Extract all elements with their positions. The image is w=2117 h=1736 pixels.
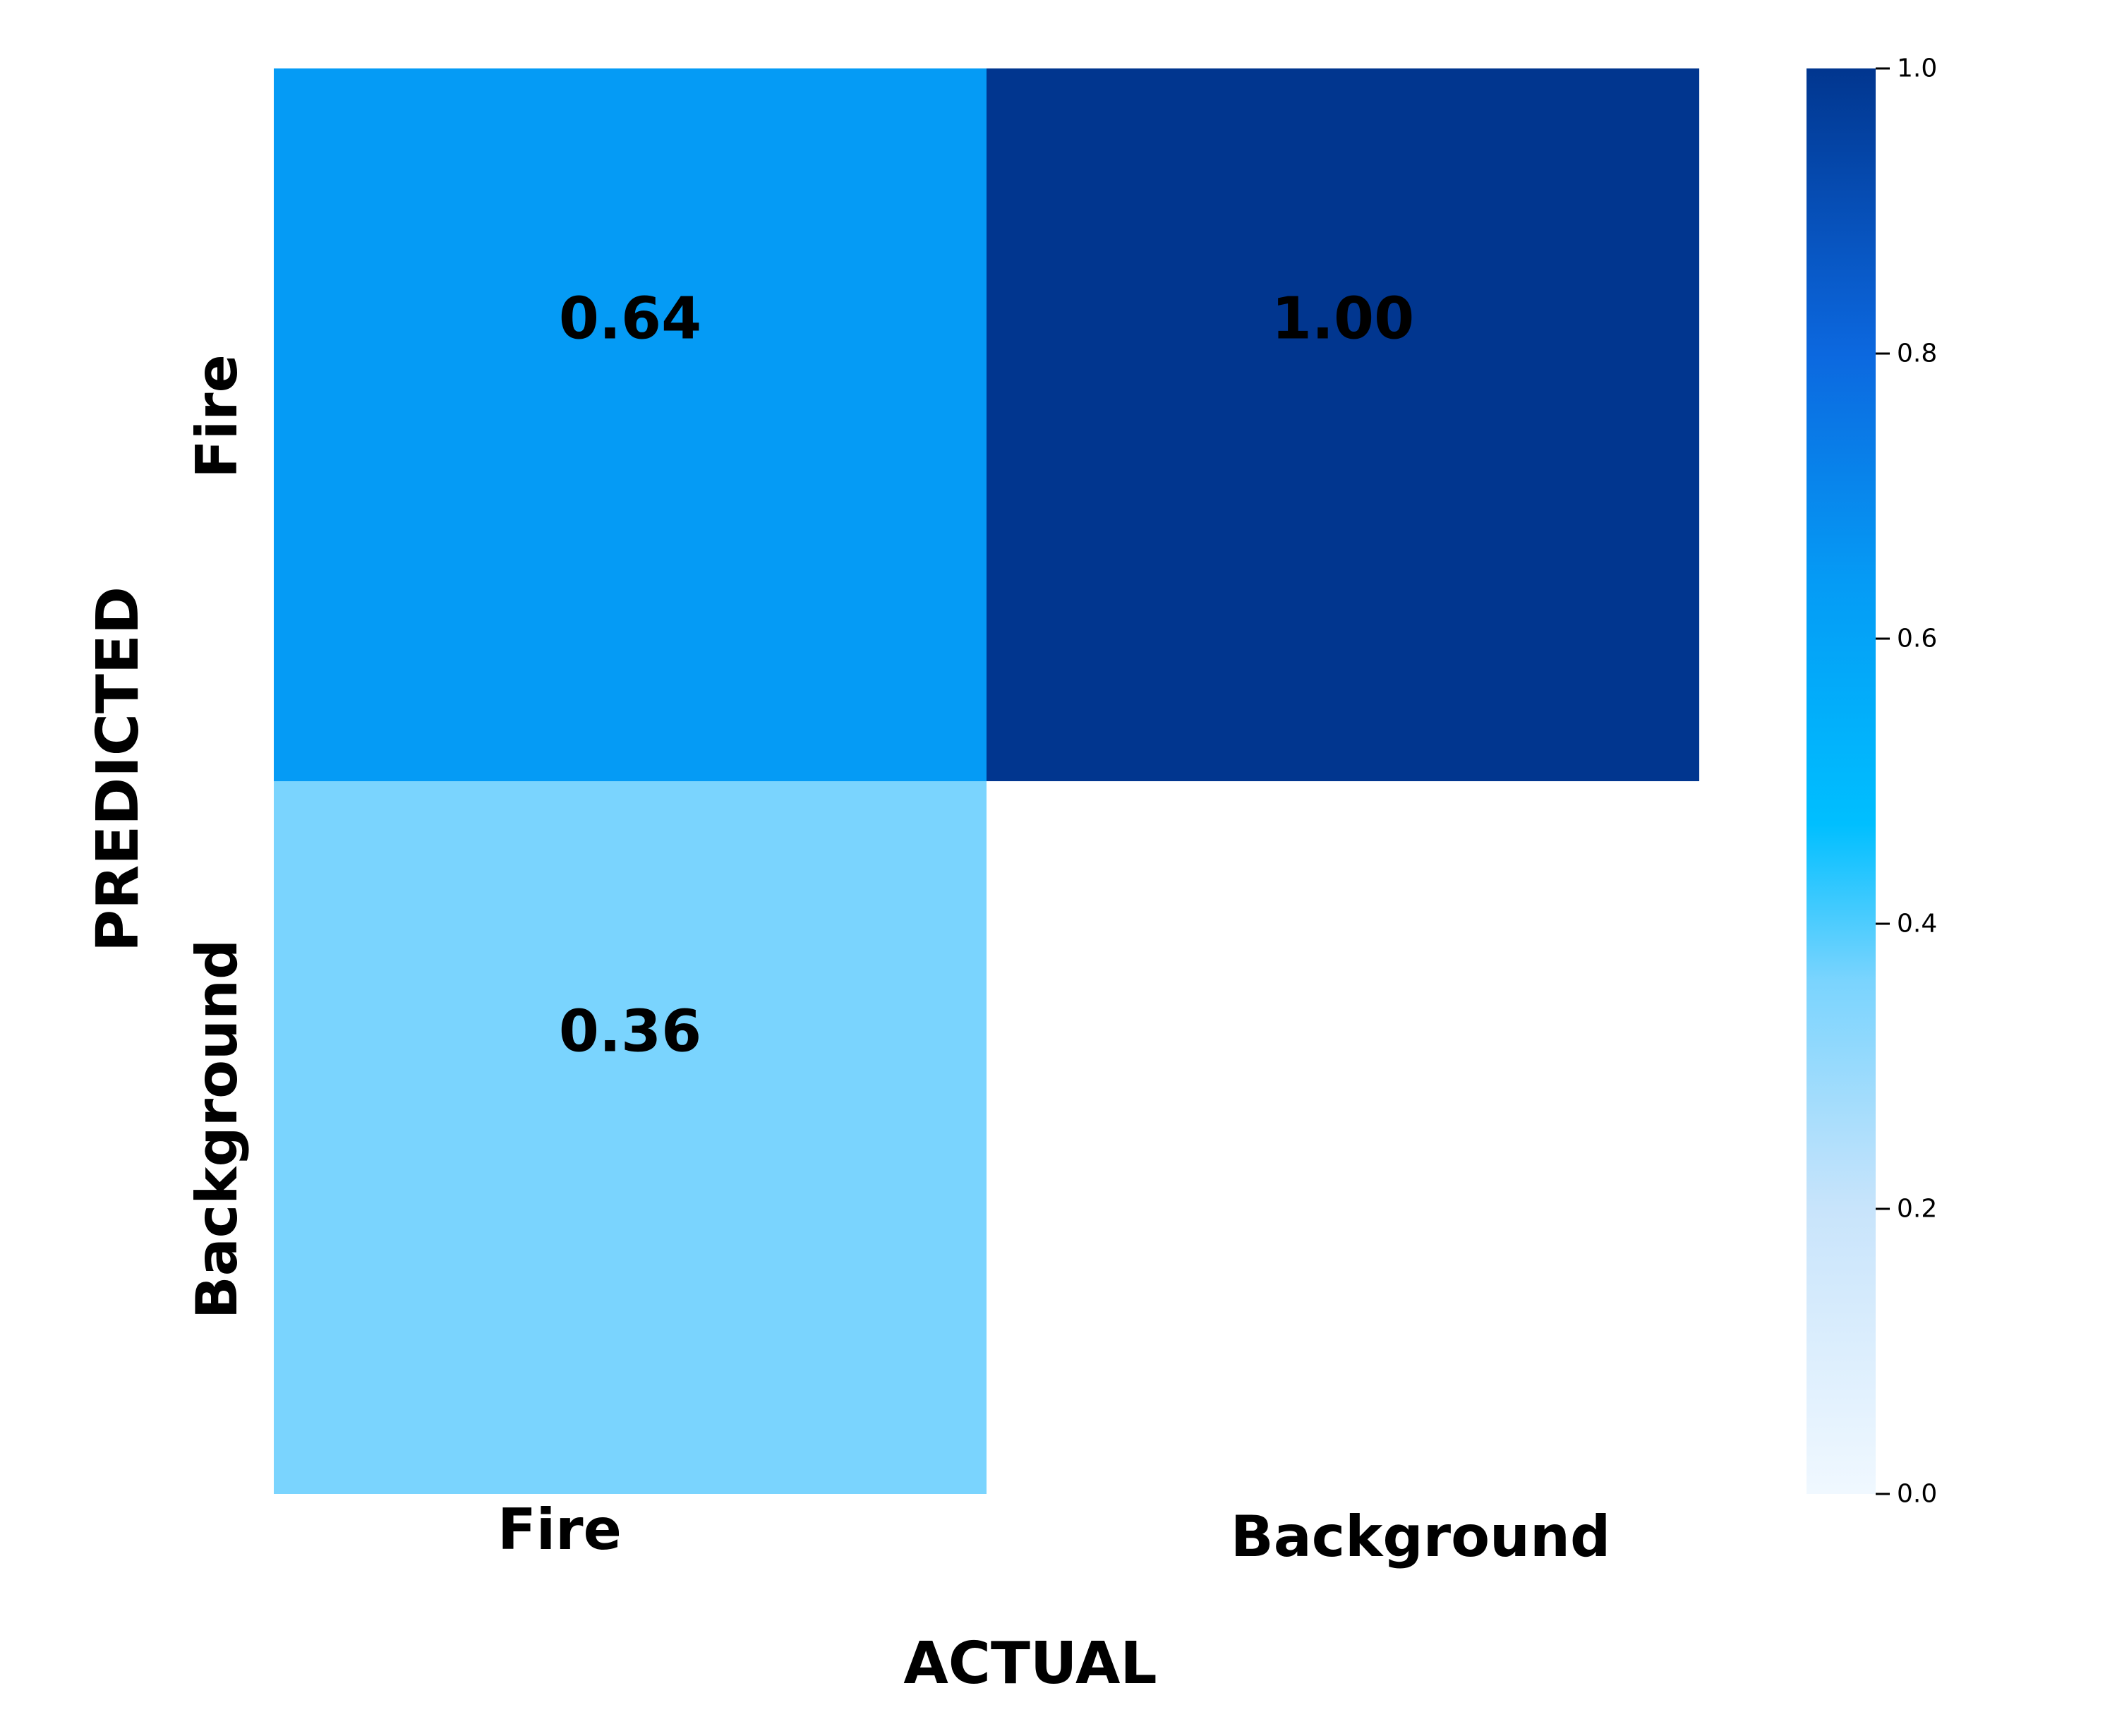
colorbar-tick-label: 0.2	[1897, 1195, 1937, 1224]
colorbar-ticks: 0.0 0.2 0.4 0.6 0.8 1.0	[1876, 54, 1937, 1509]
x-tick-label-background: Background	[1231, 1504, 1610, 1569]
x-axis-tick-labels: Fire Background	[497, 1497, 1610, 1569]
colorbar-tick-label: 0.8	[1897, 339, 1937, 368]
y-axis-label: PREDICTED	[85, 586, 152, 952]
colorbar-gradient	[1807, 68, 1876, 1494]
heatmap-cell-values: 0.64 1.00 0.36	[559, 286, 1414, 1066]
colorbar-tick-label: 0.0	[1897, 1480, 1937, 1509]
cell-value-label: 1.00	[1272, 286, 1414, 353]
heatmap-cells	[274, 68, 1699, 1494]
colorbar-tick-label: 0.6	[1897, 625, 1937, 653]
heatmap-cell-background-background	[987, 781, 1699, 1494]
heatmap-cell-fire-background	[987, 68, 1699, 781]
colorbar: 0.0 0.2 0.4 0.6 0.8 1.0	[1807, 54, 1937, 1509]
x-axis-label: ACTUAL	[903, 1630, 1157, 1697]
heatmap-cell-fire-fire	[274, 68, 987, 781]
y-tick-label-background: Background	[184, 939, 250, 1319]
colorbar-tick-label: 1.0	[1897, 54, 1937, 83]
x-tick-label-fire: Fire	[497, 1497, 622, 1562]
heatmap-cell-background-fire	[274, 781, 987, 1494]
y-axis-tick-labels: Fire Background	[184, 354, 250, 1319]
cell-value-label: 0.36	[559, 999, 701, 1066]
cell-value-label: 0.64	[559, 286, 701, 353]
colorbar-tick-label: 0.4	[1897, 910, 1937, 939]
y-tick-label-fire: Fire	[184, 354, 250, 478]
